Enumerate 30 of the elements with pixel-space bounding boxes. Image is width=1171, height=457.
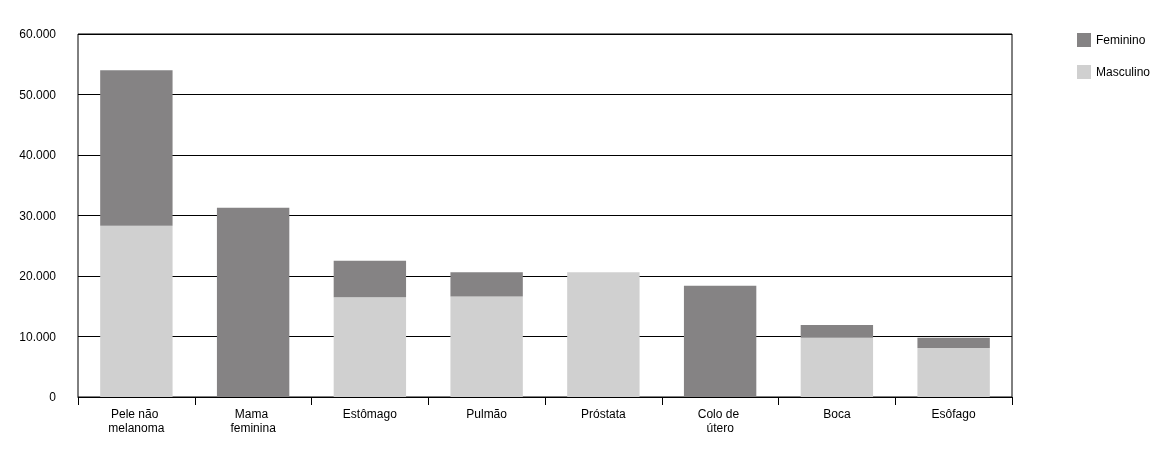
x-tick-label: Próstata [581,407,627,421]
bar [450,272,523,297]
x-tick-label: Estômago [342,407,398,421]
x-tick-label: Esôfago [931,407,976,421]
bar [567,272,640,397]
bar [100,70,173,226]
x-tick-label: Pulmão [466,407,508,421]
x-tick-label: Colo de útero [697,407,743,435]
bar [333,260,407,298]
y-tick-label: 10.000 [19,329,57,344]
y-tick-label: 30.000 [19,208,57,223]
y-tick-label: 0 [49,390,57,404]
bar [800,325,874,338]
x-tick-label: Mama feminina [230,407,277,435]
y-tick-label: 40.000 [19,148,57,162]
bar [100,225,173,397]
bar [333,297,407,397]
bar [917,337,990,348]
y-tick-label: 50.000 [19,87,57,102]
bar [683,285,757,397]
bar [216,207,290,397]
y-tick-label: 20.000 [19,269,57,283]
bar [917,348,990,397]
y-tick-label: 60.000 [19,27,57,41]
bar [450,296,523,397]
bar [800,337,874,397]
x-tick-label: Boca [823,407,851,421]
x-tick-label: Pele não melanoma [108,407,165,435]
legend-label: Feminino [1095,33,1146,47]
legend-label: Masculino [1095,65,1151,79]
